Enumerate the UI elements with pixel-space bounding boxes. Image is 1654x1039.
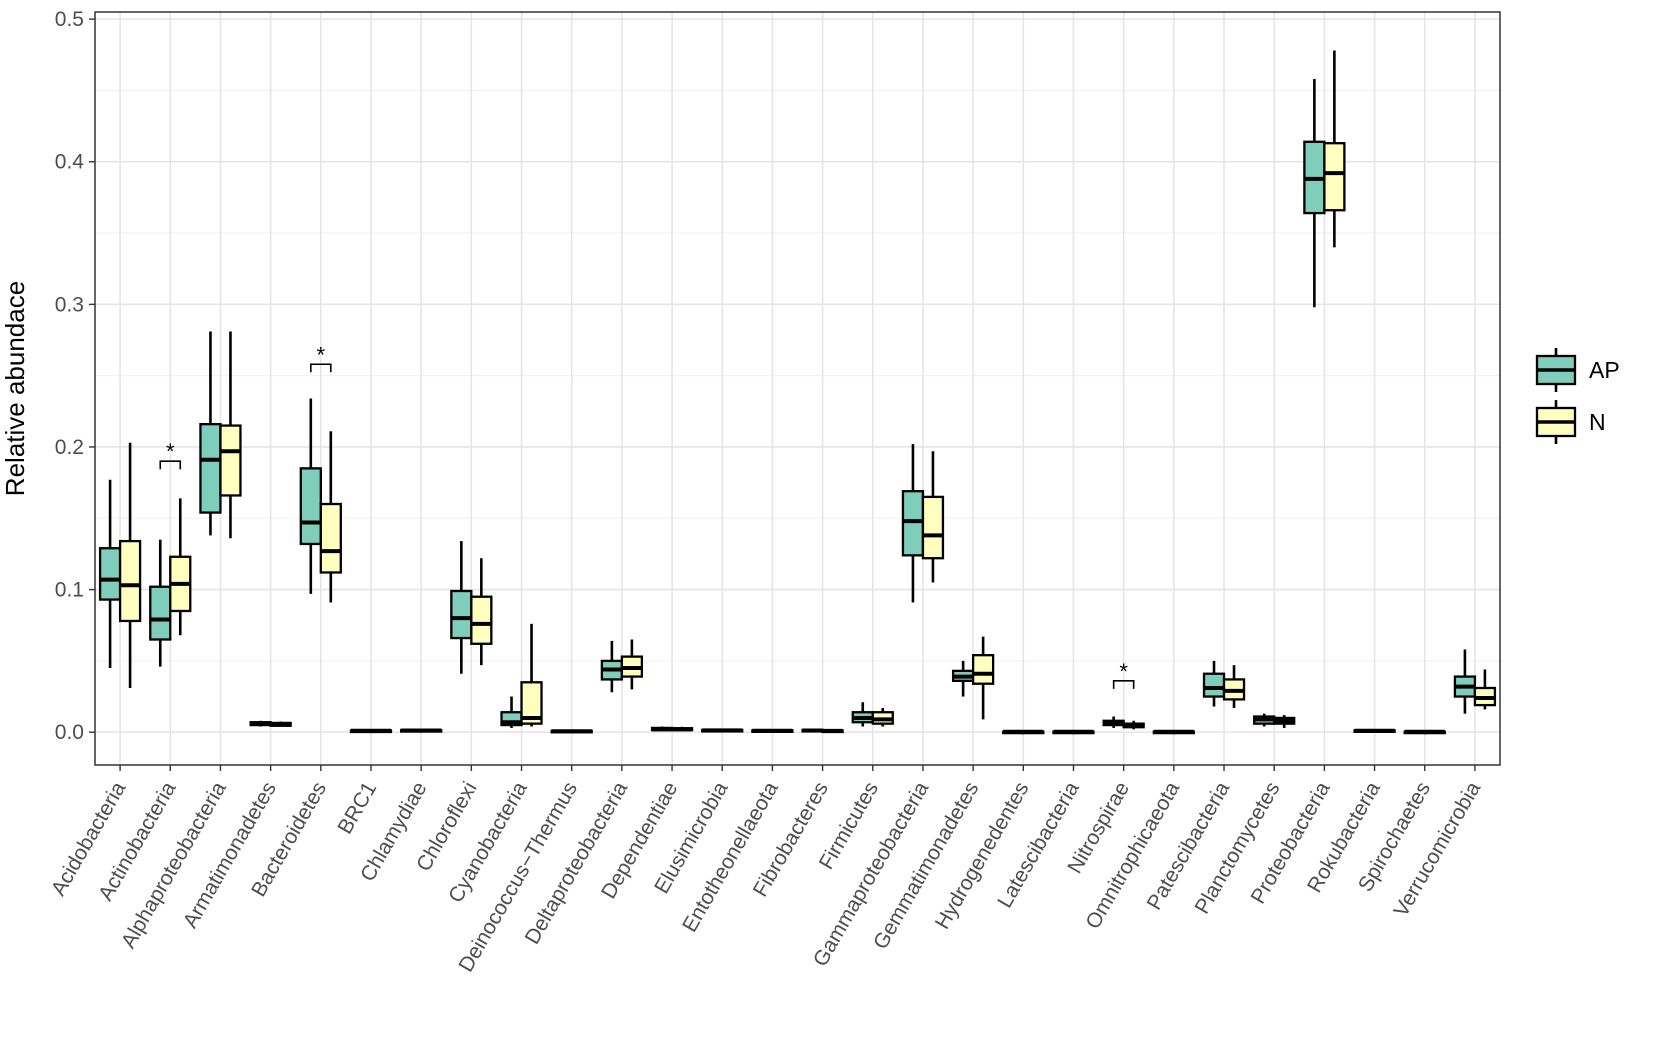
- box-iqr: [1202, 672, 1226, 698]
- legend-label: AP: [1589, 357, 1620, 383]
- significance-label: *: [1119, 659, 1128, 684]
- box-iqr: [520, 681, 543, 725]
- box-N-2: [169, 498, 192, 636]
- y-tick-label: 0.4: [55, 151, 85, 174]
- box-AP-26: [1353, 728, 1376, 733]
- box-AP-12: [650, 726, 674, 732]
- box-iqr: [319, 502, 342, 574]
- box-N-5: [319, 431, 342, 603]
- significance-label: *: [317, 342, 326, 367]
- annotation-layer: * * *: [159, 342, 1135, 689]
- box-AP-20: [1052, 729, 1075, 735]
- box-N-15: [821, 728, 844, 734]
- box-layer: [98, 50, 1497, 735]
- box-N-16: [871, 707, 894, 727]
- box-iqr: [98, 547, 122, 601]
- box-N-1: [118, 442, 142, 688]
- box-AP-15: [801, 728, 824, 733]
- box-N-6: [369, 728, 393, 734]
- box-AP-17: [901, 444, 925, 603]
- box-AP-11: [600, 640, 624, 693]
- legend-item-N: N: [1535, 400, 1606, 444]
- box-iqr: [199, 423, 222, 514]
- legend: AP N: [1535, 348, 1620, 444]
- significance-label: *: [166, 439, 175, 464]
- box-AP-19: [1002, 729, 1025, 735]
- box-N-23: [1222, 665, 1246, 708]
- box-N-12: [670, 726, 694, 732]
- box-N-22: [1172, 729, 1195, 735]
- box-iqr: [901, 490, 925, 557]
- significance-bracket: [159, 460, 182, 470]
- box-N-27: [1423, 729, 1446, 735]
- box-AP-2: [149, 539, 172, 667]
- box-N-9: [520, 623, 543, 727]
- box-N-25: [1323, 50, 1346, 248]
- box-iqr: [450, 589, 473, 640]
- box-iqr: [921, 495, 945, 560]
- box-N-20: [1072, 729, 1095, 735]
- box-N-11: [620, 639, 644, 690]
- box-AP-22: [1152, 729, 1175, 735]
- box-N-24: [1273, 715, 1296, 728]
- box-AP-13: [701, 728, 724, 733]
- significance-bracket: [310, 363, 332, 373]
- box-AP-24: [1253, 713, 1276, 727]
- box-N-4: [269, 721, 292, 727]
- box-N-7: [420, 728, 443, 733]
- y-tick-label: 0.2: [55, 436, 84, 459]
- box-N-18: [971, 636, 995, 720]
- box-N-21: [1122, 720, 1145, 730]
- box-iqr: [470, 595, 493, 645]
- box-iqr: [219, 424, 242, 497]
- box-iqr: [118, 539, 142, 623]
- box-N-17: [921, 451, 945, 583]
- significance-bracket: [1112, 680, 1135, 689]
- y-tick-label: 0.0: [55, 721, 84, 744]
- y-tick-label: 0.3: [55, 293, 84, 316]
- box-iqr: [149, 585, 172, 641]
- y-tick-label: 0.5: [55, 8, 84, 31]
- box-N-26: [1373, 728, 1396, 733]
- box-AP-27: [1403, 729, 1426, 735]
- box-N-10: [570, 729, 593, 734]
- legend-item-AP: AP: [1535, 348, 1620, 392]
- box-iqr: [299, 467, 322, 546]
- box-AP-23: [1202, 660, 1226, 707]
- plot-border: [94, 11, 1501, 766]
- box-AP-7: [400, 728, 423, 733]
- box-N-14: [771, 728, 794, 733]
- box-AP-6: [349, 728, 373, 734]
- box-AP-25: [1303, 79, 1326, 308]
- box-N-19: [1022, 729, 1045, 735]
- y-tick-label: 0.1: [55, 579, 84, 602]
- box-iqr: [1323, 142, 1346, 212]
- grid-layer: [95, 12, 1500, 765]
- box-N-28: [1473, 669, 1497, 710]
- box-iqr: [971, 654, 995, 685]
- box-N-3: [219, 331, 242, 539]
- box-AP-14: [751, 728, 774, 733]
- box-AP-28: [1453, 649, 1477, 714]
- legend-label: N: [1589, 409, 1606, 435]
- box-AP-9: [500, 696, 523, 728]
- box-AP-10: [550, 729, 573, 734]
- box-AP-4: [249, 720, 272, 727]
- y-axis-title: Relative abundace: [0, 281, 30, 496]
- box-AP-1: [98, 479, 122, 669]
- box-N-13: [721, 728, 744, 733]
- box-N-8: [470, 558, 493, 666]
